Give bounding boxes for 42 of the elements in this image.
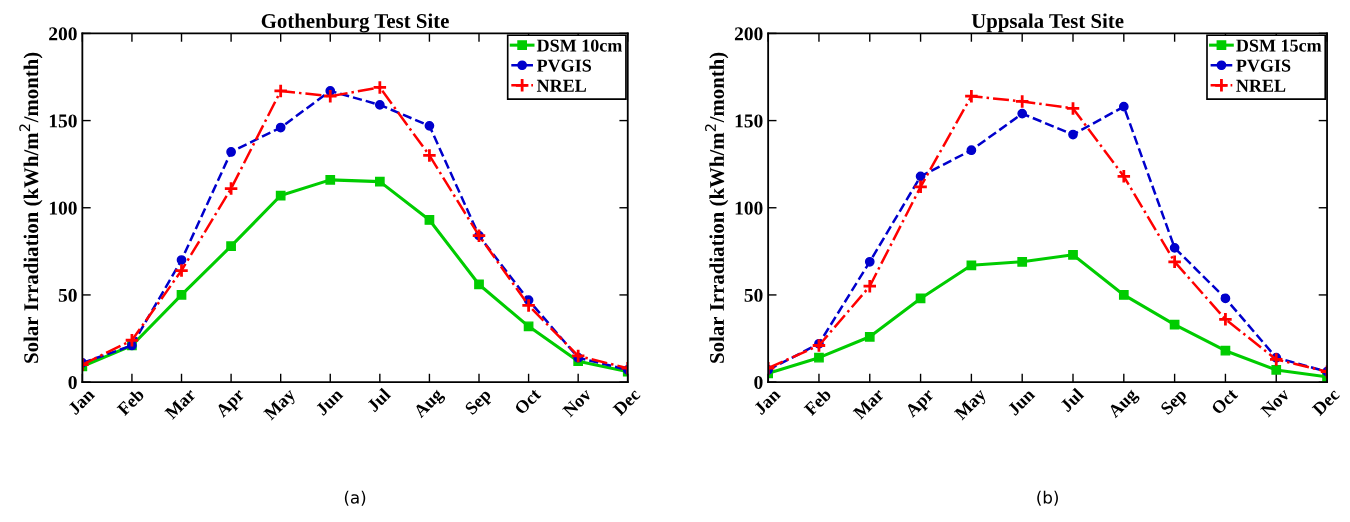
chart-title: Gothenburg Test Site — [261, 13, 449, 33]
legend-label: NREL — [1236, 79, 1286, 92]
x-tick-label: Mar — [852, 387, 885, 420]
x-tick-label: Jul — [366, 387, 392, 413]
x-tick-label: Feb — [803, 387, 832, 417]
x-tick-label: Nov — [562, 387, 593, 418]
x-tick-label: Oct — [513, 387, 542, 416]
x-tick-label: Apr — [904, 387, 938, 421]
x-tick-label: Oct — [1210, 387, 1239, 416]
x-tick-label: Aug — [1107, 387, 1141, 422]
x-tick-label: Sep — [1159, 387, 1190, 418]
x-tick-label: Sep — [464, 387, 495, 418]
legend-label: NREL — [536, 79, 586, 92]
y-tick-label: 150 — [49, 114, 77, 128]
x-tick-label: Dec — [612, 387, 641, 417]
legend-label: DSM 10cm — [536, 39, 623, 52]
x-tick-label: Jun — [315, 387, 344, 416]
x-tick-label: Jul — [1059, 387, 1085, 413]
chart-title: Uppsala Test Site — [971, 13, 1124, 33]
y-axis-title: Solar Irradiation (kWh/m$^{2}$/month) — [705, 52, 729, 363]
x-tick-label: Aug — [412, 387, 447, 422]
x-tick-label: Apr — [214, 387, 248, 421]
legend-label: PVGIS — [536, 59, 591, 72]
y-axis-title: Solar Irradiation (kWh/m$^{2}$/month) — [19, 52, 43, 363]
y-tick-label: 200 — [734, 27, 763, 41]
x-tick-label: Feb — [116, 387, 145, 417]
y-tick-label: 100 — [735, 201, 763, 215]
x-tick-label: Mar — [164, 387, 197, 420]
text: (a) — [344, 490, 366, 506]
y-tick-label: 50 — [58, 288, 77, 302]
y-tick-label: 50 — [744, 288, 763, 302]
y-tick-label: 100 — [49, 201, 77, 215]
y-tick-label: 200 — [49, 27, 77, 41]
x-tick-label: Jun — [1007, 387, 1036, 416]
y-tick-label: 150 — [735, 114, 763, 128]
x-tick-label: Dec — [1311, 387, 1341, 417]
y-tick-label: 0 — [754, 375, 763, 390]
legend-label: DSM 15cm — [1236, 39, 1322, 52]
x-tick-label: Nov — [1260, 387, 1291, 418]
text: (b) — [1037, 490, 1058, 506]
legend-label: PVGIS — [1236, 59, 1291, 72]
y-tick-label: 0 — [68, 375, 77, 390]
